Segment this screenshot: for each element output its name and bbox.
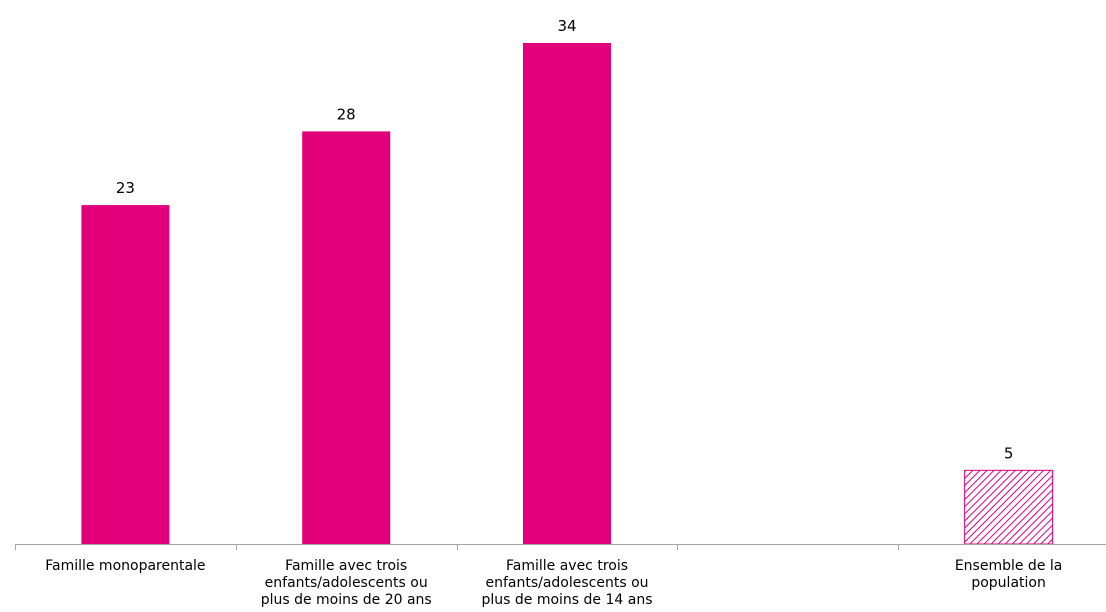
category-label-1: enfants/adolescents ou — [265, 575, 428, 591]
category-label-1: Famille avec trois — [285, 558, 407, 574]
category-label-2: plus de moins de 14 ans — [481, 592, 652, 608]
data-label-2: 34 — [557, 17, 576, 35]
category-label-4: Ensemble de la — [955, 558, 1063, 574]
category-label-2: enfants/adolescents ou — [485, 575, 648, 591]
x-axis — [15, 544, 1106, 550]
bars-layer — [81, 43, 1054, 545]
bar-1 — [302, 131, 391, 545]
bar-0 — [81, 205, 170, 544]
bar-2 — [523, 43, 611, 544]
bar-4 — [964, 469, 1054, 545]
category-label-4: population — [971, 575, 1046, 591]
category-label-1: plus de moins de 20 ans — [261, 592, 432, 608]
data-label-1: 28 — [337, 105, 356, 123]
category-label-0: Famille monoparentale — [45, 558, 205, 574]
data-label-4: 5 — [1004, 444, 1014, 462]
data-label-0: 23 — [116, 179, 135, 197]
labels-layer: 23 Famille monoparentale 28 Famille avec tr… — [45, 17, 1062, 608]
category-label-2: Famille avec trois — [506, 558, 628, 574]
